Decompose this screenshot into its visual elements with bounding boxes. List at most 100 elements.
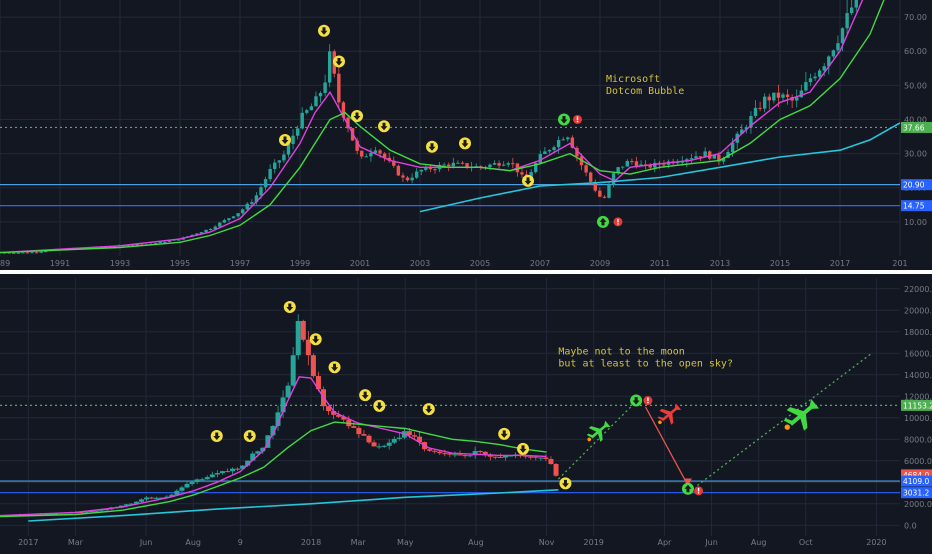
bottom-x-tick-label: Mar: [351, 538, 367, 547]
bottom-candle-body: [260, 447, 266, 452]
bottom-candle-body: [275, 412, 281, 426]
bottom-projection-line-0[interactable]: [557, 401, 637, 480]
bottom-projection-arrowhead: [683, 478, 692, 486]
plane-body: [661, 403, 682, 422]
top-candle-body: [442, 164, 446, 166]
bottom-signal-yellow-down-icon[interactable]: [559, 477, 572, 490]
top-candle-body: [753, 107, 758, 117]
bottom-series-trend[interactable]: [28, 489, 559, 522]
top-price-label-0[interactable]: 37.66: [901, 121, 932, 133]
top-candle-body: [758, 107, 762, 109]
price-label-box: [901, 475, 932, 487]
plane-tail: [783, 418, 795, 425]
bottom-candle-body: [452, 454, 458, 456]
bottom-candle-body: [411, 435, 417, 437]
top-candle-body: [195, 233, 199, 235]
bottom-signal-red-alert-icon[interactable]: [643, 396, 653, 406]
bottom-series-ma-short[interactable]: [0, 376, 547, 517]
top-candle-body: [708, 151, 712, 159]
top-candle-body: [840, 28, 845, 44]
top-candle-body: [465, 163, 469, 168]
top-signal-yellow-down-icon[interactable]: [318, 24, 330, 37]
bottom-x-tick-label: Aug: [185, 538, 201, 547]
bottom-candle-body: [315, 376, 321, 390]
bottom-signal-yellow-down-icon[interactable]: [373, 399, 386, 412]
bottom-signal-yellow-down-icon[interactable]: [328, 361, 341, 374]
top-x-tick-label: 1989: [0, 259, 10, 268]
top-candle-body: [730, 142, 735, 153]
bottom-signal-yellow-down-icon[interactable]: [422, 403, 435, 416]
top-series-trend[interactable]: [419, 122, 901, 213]
top-candle-body: [108, 246, 112, 248]
plane-tail: [586, 433, 594, 438]
bottom-signal-yellow-down-icon[interactable]: [283, 301, 296, 314]
bottom-signal-green-up-icon[interactable]: [681, 482, 694, 495]
signal-arrow: [286, 303, 294, 312]
signal-arrow: [519, 445, 527, 453]
top-signal-green-up-icon[interactable]: [597, 215, 609, 228]
bottom-x-tick-label: 2020: [866, 538, 886, 547]
bottom-price-label-3[interactable]: 3031.2: [901, 487, 932, 499]
top-signal-yellow-down-icon[interactable]: [378, 120, 390, 133]
bottom-signal-yellow-down-icon[interactable]: [517, 442, 530, 455]
bottom-candle-body: [477, 451, 483, 453]
price-label-box: [901, 399, 932, 411]
panel-separator[interactable]: [0, 270, 932, 274]
bottom-candle-body: [169, 494, 175, 497]
bottom-signal-red-alert-icon[interactable]: [694, 486, 704, 496]
bottom-candle-body: [83, 511, 89, 513]
top-candle-body: [360, 150, 364, 157]
signal-arrow: [461, 139, 469, 148]
top-price-label-2[interactable]: 14.75: [901, 200, 932, 212]
bottom-projection-line-1[interactable]: [644, 406, 689, 486]
signal-arrow: [213, 432, 221, 441]
bottom-candle-body: [139, 499, 145, 502]
top-candle-body: [227, 218, 231, 221]
bottom-candle-body: [103, 509, 109, 511]
top-x-tick-label: 201: [892, 259, 907, 268]
top-signal-green-down-icon[interactable]: [558, 113, 570, 126]
top-candle-body: [305, 110, 309, 113]
bottom-projection-line-2[interactable]: [696, 352, 873, 486]
signal-arrow: [524, 177, 532, 185]
bottom-signal-yellow-down-icon[interactable]: [210, 430, 223, 443]
top-candle-body: [34, 252, 39, 254]
top-series-ma-long[interactable]: [0, 0, 888, 254]
top-signal-yellow-down-icon[interactable]: [351, 110, 363, 123]
top-candle-body: [556, 140, 561, 148]
top-candle-body: [222, 220, 227, 223]
top-candle-body: [268, 169, 272, 180]
bottom-signal-yellow-down-icon[interactable]: [243, 430, 256, 443]
plane-wing-right: [799, 411, 808, 431]
bottom-y-tick-label: 10000.0: [904, 414, 932, 423]
top-signal-yellow-down-icon[interactable]: [459, 137, 471, 150]
top-candle-body: [808, 78, 813, 83]
alert-mark-dot: [576, 120, 579, 123]
bottom-y-tick-label: 22000.0: [904, 285, 932, 294]
top-signal-yellow-down-icon[interactable]: [522, 174, 534, 187]
bottom-signal-yellow-down-icon[interactable]: [359, 389, 372, 402]
bottom-x-tick-label: Jun: [139, 538, 153, 547]
bottom-price-label-1[interactable]: 4684.0: [901, 469, 932, 481]
bottom-signal-yellow-down-icon[interactable]: [498, 427, 511, 440]
bottom-series-ma-long[interactable]: [0, 421, 547, 518]
bottom-signal-yellow-down-icon[interactable]: [309, 333, 322, 346]
top-signal-yellow-down-icon[interactable]: [333, 55, 345, 68]
top-signal-yellow-down-icon[interactable]: [426, 140, 438, 153]
bottom-signal-green-down-icon[interactable]: [630, 394, 643, 407]
bottom-price-label-0[interactable]: 11153.2: [901, 399, 932, 411]
plane-wing-left: [786, 407, 806, 417]
top-candle-body: [598, 190, 602, 197]
top-signal-red-alert-icon[interactable]: [613, 217, 623, 227]
top-price-label-1[interactable]: 20.90: [901, 179, 932, 191]
bottom-candle-body: [295, 320, 301, 356]
top-signal-red-alert-icon[interactable]: [573, 114, 582, 124]
bottom-price-label-2[interactable]: 4109.0: [901, 475, 932, 487]
signal-arrow: [320, 27, 328, 35]
bottom-panel-bitcoin[interactable]: Maybe not to the moon but at least to the…: [0, 278, 932, 547]
bottom-candle-body: [457, 454, 463, 456]
top-candle-body: [369, 152, 373, 157]
top-signal-yellow-down-icon[interactable]: [279, 133, 291, 146]
